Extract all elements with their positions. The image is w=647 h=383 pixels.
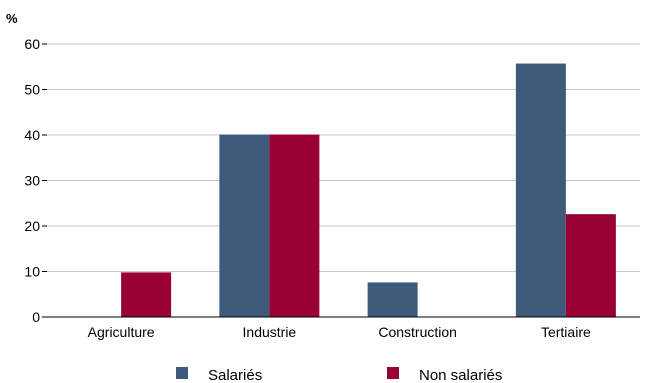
- x-tick-label: Construction: [378, 324, 457, 340]
- bar: [565, 214, 616, 317]
- y-tick-label: 10: [24, 264, 40, 280]
- y-tick-label: 60: [24, 36, 40, 52]
- x-axis-labels: Agriculture Industrie Construction Tertiair…: [88, 324, 591, 340]
- y-axis-unit-label: %: [6, 11, 18, 26]
- bar: [367, 282, 418, 317]
- bar: [219, 134, 270, 317]
- bars: [121, 63, 616, 317]
- y-tick-label: 0: [32, 309, 40, 325]
- legend: Salariés Non salariés: [176, 367, 502, 383]
- y-tick-label: 20: [24, 218, 40, 234]
- x-tick-label: Agriculture: [88, 324, 155, 340]
- y-tick-label: 50: [24, 82, 40, 98]
- y-tick-label: 30: [24, 173, 40, 189]
- legend-label: Salariés: [208, 367, 262, 383]
- legend-swatch: [176, 367, 188, 379]
- x-tick-label: Industrie: [243, 324, 297, 340]
- bar: [515, 63, 566, 317]
- legend-swatch: [387, 367, 399, 379]
- y-axis-ticks: 0 10 20 30 40 50 60: [24, 36, 47, 325]
- bar: [269, 134, 320, 317]
- x-tick-label: Tertiaire: [541, 324, 591, 340]
- legend-label: Non salariés: [419, 367, 502, 383]
- y-tick-label: 40: [24, 127, 40, 143]
- bar: [121, 272, 172, 317]
